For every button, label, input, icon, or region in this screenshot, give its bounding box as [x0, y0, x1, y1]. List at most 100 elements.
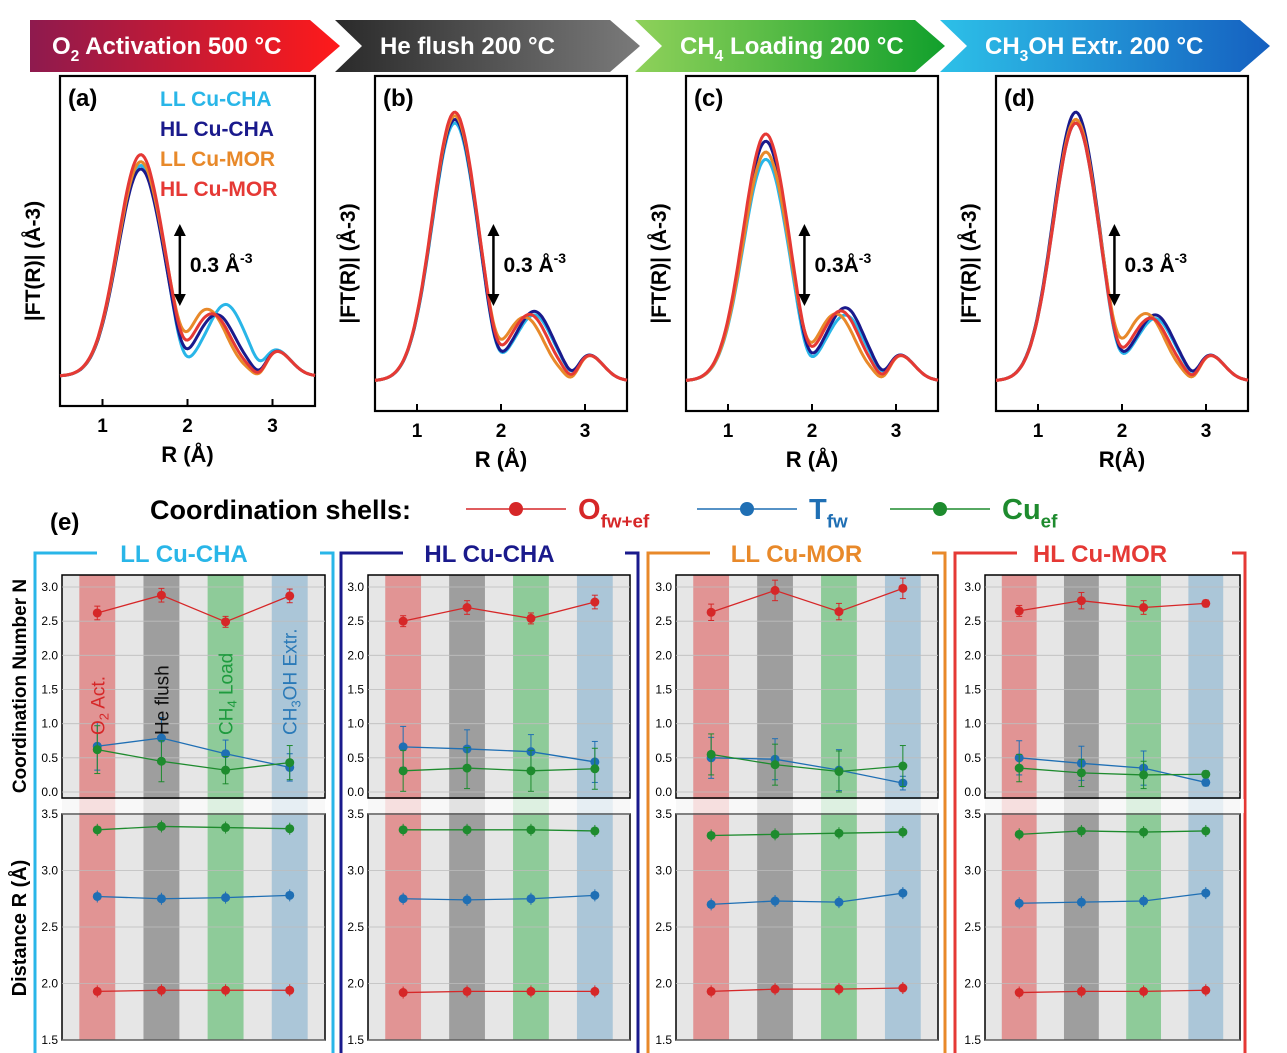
- dist-point-o: [1014, 988, 1024, 998]
- legend-marker: [740, 502, 754, 516]
- legend-marker: [933, 502, 947, 516]
- dist-point-cu: [770, 829, 780, 839]
- y-tick-label: 3.0: [41, 580, 58, 594]
- fit-panel-1: LL Cu-CHA 0.0 0.5 1.0 1.5 2.0 2.5 3.0 1.5 2.0 2.5 3…: [33, 541, 335, 1053]
- y-tick-label: 0.0: [41, 785, 58, 799]
- y-tick-label: 1.0: [964, 717, 981, 731]
- cn-point-cu: [770, 760, 780, 770]
- dist-point-o: [590, 986, 600, 996]
- panel-title: HL Cu-CHA: [424, 541, 554, 568]
- legend-entry: LL Cu-CHA: [160, 88, 272, 111]
- subplot-gap: [672, 799, 942, 813]
- cn-line-cu: [403, 767, 595, 772]
- dist-point-cu: [1139, 827, 1149, 837]
- cn-line-o: [1019, 600, 1206, 612]
- series-line-hl-cu-mor: [995, 121, 1249, 382]
- y-tick-label: 1.5: [964, 1033, 981, 1047]
- cn-point-o: [590, 597, 600, 607]
- panel-label: (c): [694, 85, 723, 112]
- legend-entry: HL Cu-CHA: [160, 118, 274, 141]
- cn-line-o: [97, 594, 290, 623]
- panel-label: (b): [383, 85, 414, 112]
- scale-arrow-down: [1108, 294, 1121, 306]
- cn-point-o: [1201, 598, 1211, 608]
- y-tick-label: 2.5: [964, 920, 981, 934]
- fit-panels: LL Cu-CHA 0.0 0.5 1.0 1.5 2.0 2.5 3.0 1.5 2.0 2.5 3…: [7, 541, 1247, 1053]
- dist-point-cu: [1076, 826, 1086, 836]
- series-line-hl-cu-mor: [374, 110, 628, 382]
- y-tick-label: 0.0: [964, 785, 981, 799]
- panel-label: (e): [50, 509, 79, 536]
- dist-point-t: [156, 894, 166, 904]
- cn-point-cu: [706, 749, 716, 759]
- cn-line-t: [403, 746, 595, 763]
- dist-point-cu: [590, 826, 600, 836]
- y-axis-label: |FT(R)| (Å-3): [957, 203, 981, 323]
- y-tick-label: 3.0: [347, 864, 364, 878]
- cn-point-cu: [590, 764, 600, 774]
- y-tick-label: 2.0: [964, 648, 981, 662]
- dist-point-o: [526, 986, 536, 996]
- y-tick-label: 2.0: [964, 977, 981, 991]
- y-tick-label: 1.5: [41, 683, 58, 697]
- plot-frame: [994, 74, 1250, 413]
- cn-y-axis-label: Coordination Number N: [10, 579, 31, 793]
- cn-line-t: [1019, 757, 1206, 784]
- dist-point-cu: [285, 824, 295, 834]
- y-tick-label: 2.0: [41, 977, 58, 991]
- ft-panels: 1 2 3 R (Å) |FT(R)| (Å-3) (a) 0.3 Å-3 1 2 3 R (Å) |…: [21, 74, 1250, 472]
- cn-point-cu: [92, 745, 102, 755]
- cn-point-cu: [1076, 768, 1086, 778]
- cn-point-o: [1076, 596, 1086, 606]
- cn-point-cu: [221, 765, 231, 775]
- step-label: CH4 Load: [217, 653, 240, 735]
- dist-point-o: [156, 985, 166, 995]
- dist-line-cu: [1019, 830, 1206, 835]
- cn-point-o: [770, 585, 780, 595]
- legend-label-cu: Cuef: [1002, 494, 1058, 532]
- dist-point-t: [1076, 897, 1086, 907]
- dist-y-axis-label: Distance R (Å): [7, 860, 31, 997]
- scale-arrow-down: [487, 294, 500, 306]
- y-tick-label: 3.5: [655, 807, 672, 821]
- x-tick-label: 1: [412, 421, 423, 442]
- y-tick-label: 3.0: [347, 580, 364, 594]
- cn-plot-frame: [61, 574, 326, 799]
- panel-title: LL Cu-CHA: [120, 541, 248, 568]
- y-tick-label: 0.5: [964, 751, 981, 765]
- dist-point-cu: [156, 821, 166, 831]
- cn-point-cu: [898, 761, 908, 771]
- dist-point-o: [898, 983, 908, 993]
- y-tick-label: 2.0: [655, 977, 672, 991]
- step-label: O2 Act.: [88, 676, 111, 735]
- cn-line-t: [97, 737, 290, 769]
- dist-line-t: [1019, 892, 1206, 904]
- y-tick-label: 3.0: [964, 580, 981, 594]
- dist-point-cu: [526, 825, 536, 835]
- dist-point-o: [462, 986, 472, 996]
- cn-point-cu: [1014, 763, 1024, 773]
- banner-step-label: O2 Activation 500 °C: [52, 33, 281, 65]
- x-axis-label: R(Å): [1099, 446, 1145, 472]
- x-tick-label: 1: [1033, 421, 1044, 442]
- dist-point-t: [221, 893, 231, 903]
- dist-point-cu: [221, 823, 231, 833]
- dist-line-o: [403, 990, 595, 994]
- banner-step-label: CH4 Loading 200 °C: [680, 33, 904, 65]
- scale-arrow-down: [798, 294, 811, 306]
- legend-label-t: Tfw: [809, 494, 848, 532]
- legend-entry: HL Cu-MOR: [160, 178, 277, 201]
- scale-arrow-up: [173, 224, 186, 236]
- y-tick-label: 0.5: [347, 751, 364, 765]
- cn-point-cu: [398, 766, 408, 776]
- cn-point-o: [834, 607, 844, 617]
- dist-point-o: [221, 985, 231, 995]
- x-tick-label: 2: [807, 421, 818, 442]
- step-label: CH3OH Extr.: [281, 629, 304, 735]
- dist-point-t: [898, 888, 908, 898]
- cn-point-o: [462, 603, 472, 612]
- y-tick-label: 2.0: [655, 648, 672, 662]
- dist-point-o: [1139, 986, 1149, 996]
- ft-panel-4: 1 2 3 R(Å) |FT(R)| (Å-3) (d) 0.3 Å-3: [957, 74, 1250, 472]
- dist-point-t: [92, 891, 102, 901]
